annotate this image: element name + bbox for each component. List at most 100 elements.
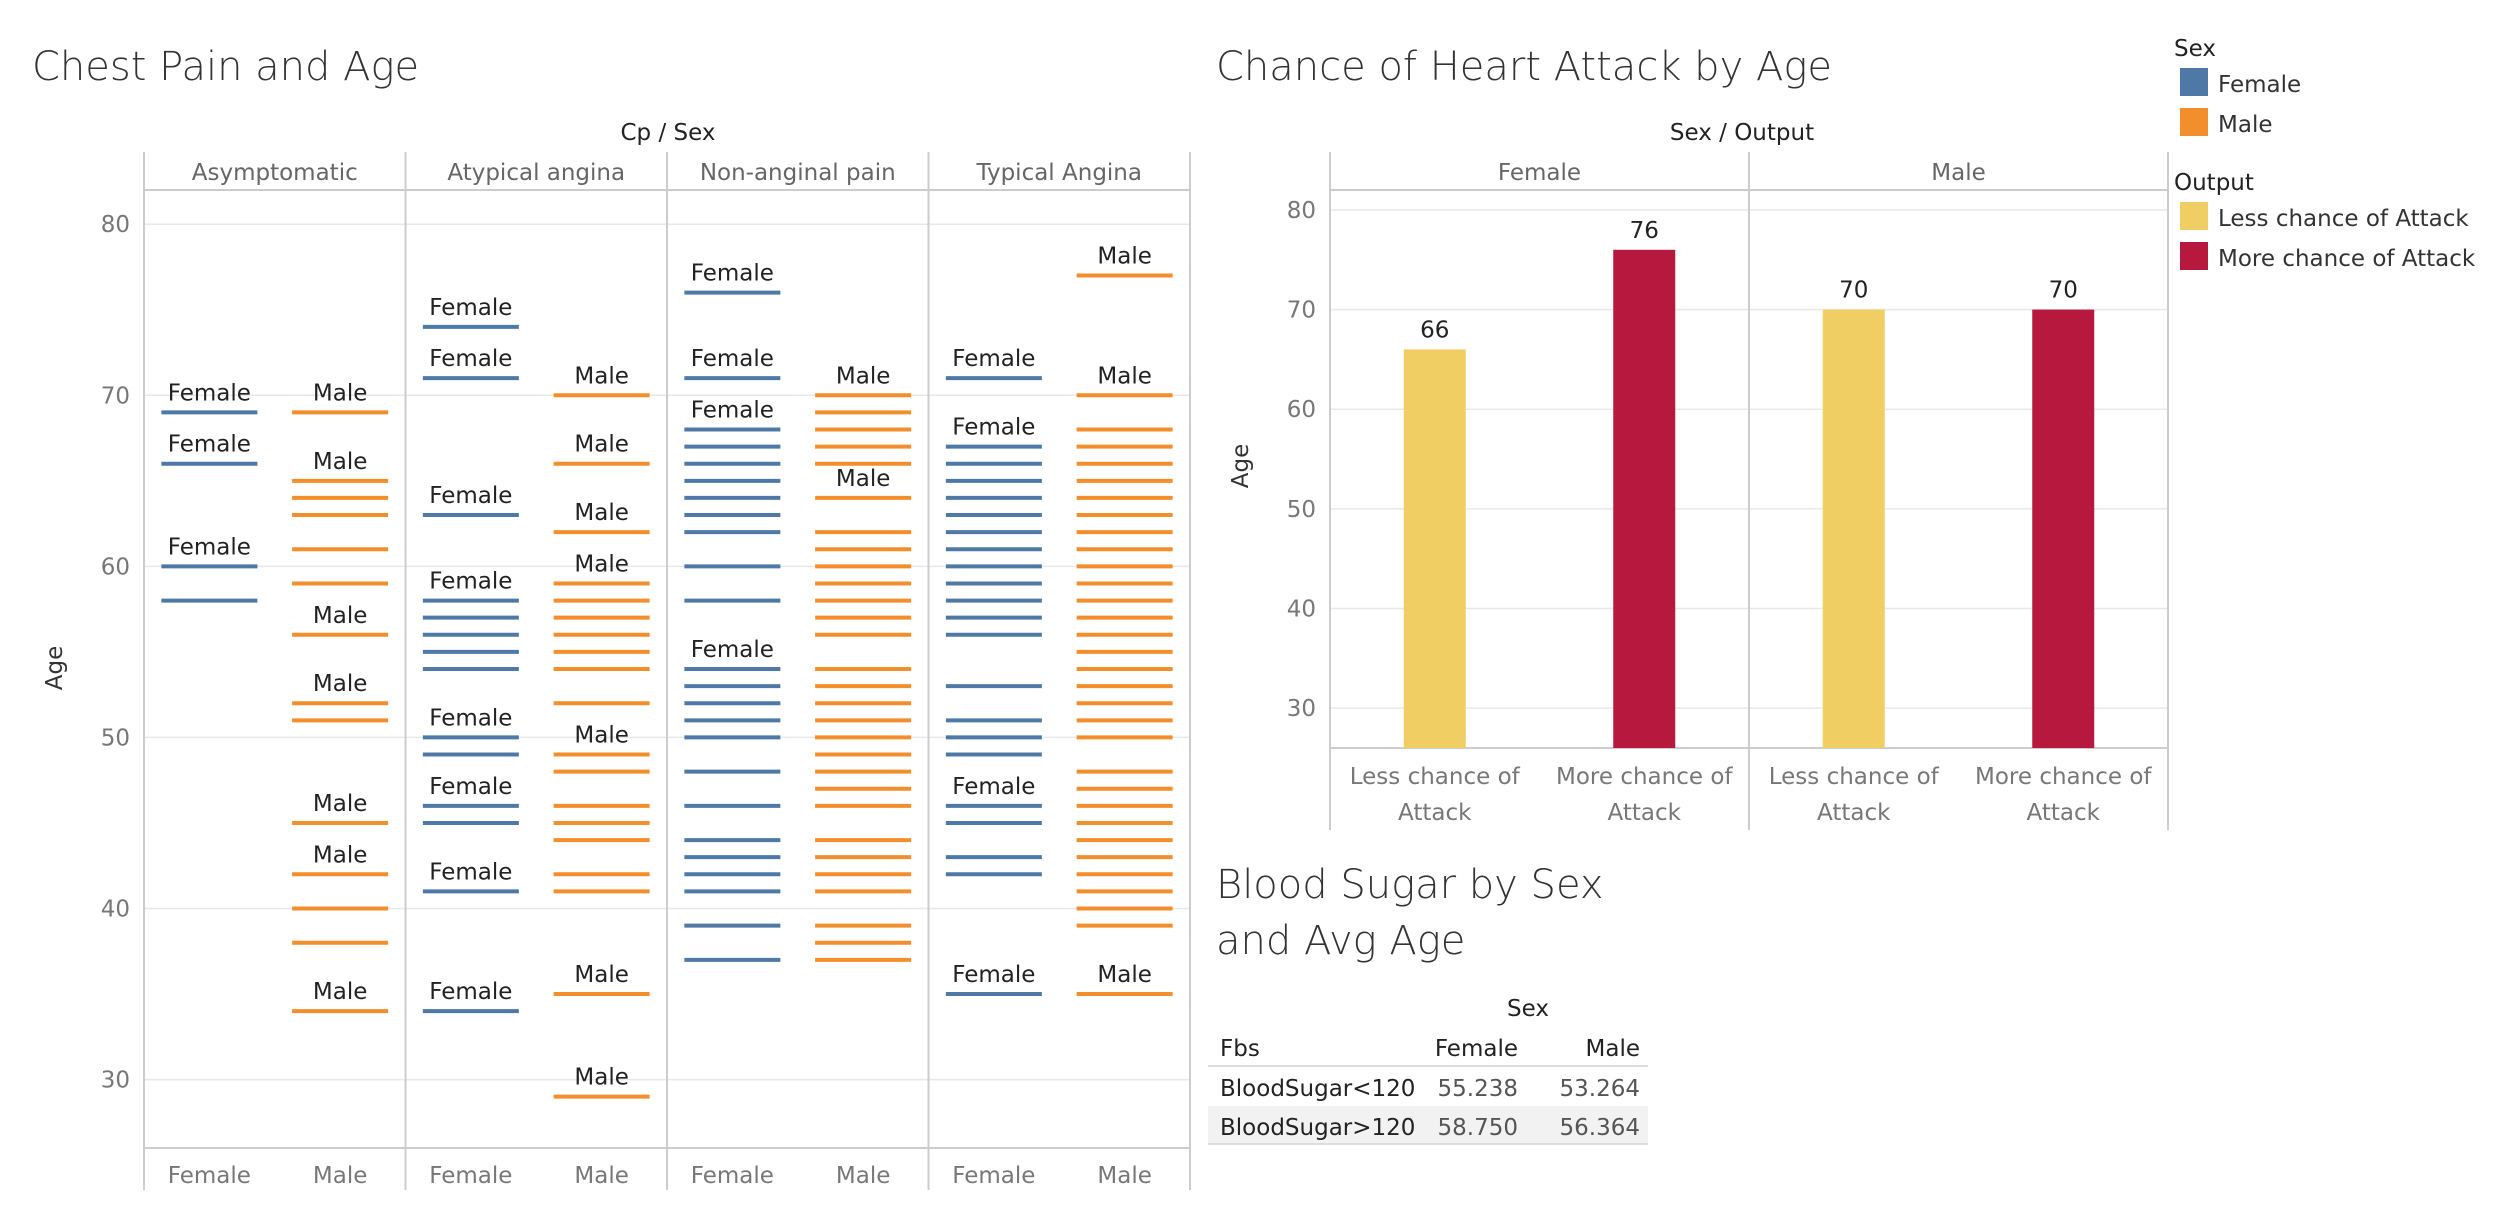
x-tick-label: Male (313, 1163, 367, 1189)
panel-header: Male (1931, 160, 1985, 186)
x-tick-label: Attack (1398, 800, 1472, 826)
mark-label-male: Male (1097, 962, 1151, 988)
x-tick-label: Less chance of (1350, 764, 1521, 790)
heart-attack-panels: Female Male (1329, 152, 2169, 830)
mark-label-female: Female (429, 569, 512, 595)
legend-output-title: Output (2174, 170, 2254, 196)
x-tick-label: More chance of (1975, 764, 2152, 790)
mark-label-female: Female (429, 979, 512, 1005)
mark-label-male: Male (574, 551, 628, 577)
table-row-band (1208, 1106, 1648, 1144)
table-fbs-header: Fbs (1220, 1036, 1260, 1062)
table-cell: 58.750 (1438, 1115, 1518, 1141)
table-row-label: BloodSugar<120 (1220, 1076, 1415, 1102)
y-tick-label: 80 (1287, 198, 1316, 224)
table-sex-header: Sex (1507, 996, 1549, 1022)
legend-label-male: Male (2218, 112, 2272, 138)
mark-label-female: Female (691, 637, 774, 663)
mark-label-female: Female (952, 346, 1035, 372)
blood-sugar-title-line-1: Blood Sugar by Sex (1216, 862, 1604, 908)
legend-sex-title: Sex (2174, 36, 2216, 62)
legend-label-more: More chance of Attack (2218, 246, 2476, 272)
mark-label-female: Female (429, 483, 512, 509)
x-tick-label: Attack (1817, 800, 1891, 826)
y-tick-label: 30 (1287, 696, 1316, 722)
mark-label-female: Female (429, 705, 512, 731)
bar (1822, 309, 1885, 748)
x-tick-label: Male (836, 1163, 890, 1189)
mark-label-male: Male (574, 363, 628, 389)
mark-label-male: Male (313, 603, 367, 629)
mark-label-male: Male (313, 842, 367, 868)
y-tick-label: 50 (1287, 497, 1316, 523)
x-tick-label: Male (1097, 1163, 1151, 1189)
mark-label-male: Male (313, 791, 367, 817)
blood-sugar-table: Blood Sugar by Sex and Avg Age Sex Fbs F… (1208, 862, 1648, 1145)
panel-header: Atypical angina (447, 160, 625, 186)
mark-label-male: Male (313, 380, 367, 406)
chest-pain-y-ticks: 30 40 50 60 70 80 (101, 212, 130, 1093)
table-row-label: BloodSugar>120 (1220, 1115, 1415, 1141)
y-tick-label: 70 (1287, 298, 1316, 324)
mark-label-female: Female (429, 346, 512, 372)
legend-label-female: Female (2218, 72, 2301, 98)
table-cell: 56.364 (1560, 1115, 1640, 1141)
mark-label-female: Female (952, 774, 1035, 800)
legend-swatch-more (2180, 242, 2208, 270)
mark-label-female: Female (429, 859, 512, 885)
legend-panel: Sex Female Male Output Less chance of At… (2174, 36, 2476, 272)
bar-value-label: 76 (1630, 218, 1659, 244)
mark-label-male: Male (313, 449, 367, 475)
mark-label-female: Female (429, 774, 512, 800)
chest-pain-marks: Female Female Female Male Male Male Male Male Ma… (161, 244, 1173, 1099)
mark-label-male: Male (1097, 244, 1151, 270)
x-tick-label: Female (429, 1163, 512, 1189)
table-cell: 53.264 (1560, 1076, 1640, 1102)
bar (2032, 309, 2095, 748)
legend-swatch-less (2180, 202, 2208, 230)
chest-pain-title: Chest Pain and Age (32, 44, 419, 90)
mark-label-female: Female (168, 380, 251, 406)
mark-label-female: Female (691, 346, 774, 372)
mark-label-male: Male (836, 466, 890, 492)
mark-label-male: Male (574, 1065, 628, 1091)
legend-label-less: Less chance of Attack (2218, 206, 2469, 232)
heart-attack-age-chart: Chance of Heart Attack by Age Sex / Outp… (1216, 44, 2169, 830)
heart-attack-bars: 66 Less chance of Attack 76 More chance of At… (1350, 218, 2153, 826)
mark-label-female: Female (691, 398, 774, 424)
legend-swatch-female (2180, 68, 2208, 96)
mark-label-male: Male (1097, 363, 1151, 389)
mark-label-female: Female (952, 415, 1035, 441)
mark-label-female: Female (429, 295, 512, 321)
table-col-male: Male (1586, 1036, 1640, 1062)
mark-label-male: Male (574, 723, 628, 749)
legend-swatch-male (2180, 108, 2208, 136)
x-tick-label: Male (574, 1163, 628, 1189)
sex-output-header: Sex / Output (1670, 120, 1814, 146)
chest-pain-panels: Asymptomatic Female Male Atypical angina Fem… (143, 152, 1191, 1190)
mark-label-male: Male (574, 962, 628, 988)
mark-label-female: Female (168, 432, 251, 458)
mark-label-male: Male (574, 432, 628, 458)
panel-header: Female (1498, 160, 1581, 186)
chest-pain-age-chart: Chest Pain and Age Cp / Sex Age 30 40 50 60… (32, 44, 1191, 1190)
x-tick-label: More chance of (1556, 764, 1733, 790)
mark-label-female: Female (168, 534, 251, 560)
x-tick-label: Attack (2027, 800, 2101, 826)
panel-header: Typical Angina (976, 160, 1142, 186)
x-tick-label: Female (168, 1163, 251, 1189)
y-tick-label: 60 (101, 554, 130, 580)
blood-sugar-title-line-2: and Avg Age (1216, 918, 1465, 964)
y-tick-label: 70 (101, 383, 130, 409)
bar-value-label: 70 (1839, 278, 1868, 304)
panel-header: Asymptomatic (192, 160, 358, 186)
mark-label-female: Female (691, 261, 774, 287)
y-tick-label: 80 (101, 212, 130, 238)
heart-attack-y-ticks: 30 40 50 60 70 80 (1287, 198, 1316, 722)
bar-value-label: 66 (1420, 317, 1449, 343)
y-tick-label: 40 (1287, 597, 1316, 623)
y-tick-label: 60 (1287, 397, 1316, 423)
heart-attack-title: Chance of Heart Attack by Age (1216, 44, 1832, 90)
bar (1403, 349, 1466, 748)
